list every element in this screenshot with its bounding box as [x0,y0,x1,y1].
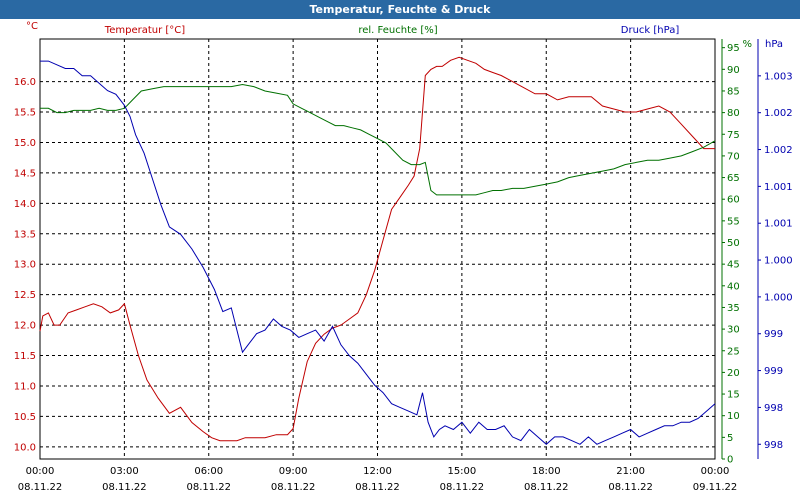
pressure-tick-label: 1.000 [764,292,793,303]
temperature-tick-label: 14.5 [14,168,36,179]
x-tick-date-label: 08.11.22 [440,482,485,493]
x-tick-time-label: 00:00 [26,466,55,477]
temperature-axis-title: Temperatur [°C] [104,25,185,36]
x-tick-time-label: 06:00 [194,466,223,477]
pressure-axis-title: Druck [hPa] [621,25,680,36]
temperature-tick-label: 14.0 [14,199,36,210]
pressure-unit-label: hPa [765,39,783,50]
pressure-tick-label: 1.002 [764,108,793,119]
humidity-axis-title: rel. Feuchte [%] [358,25,437,36]
x-tick-time-label: 09:00 [279,466,308,477]
humidity-tick-label: 70 [727,151,740,162]
temperature-tick-label: 11.5 [14,351,36,362]
humidity-tick-label: 15 [727,390,740,401]
humidity-tick-label: 65 [727,173,740,184]
humidity-tick-label: 35 [727,303,740,314]
temperature-tick-label: 13.0 [14,260,36,271]
temperature-tick-label: 15.0 [14,138,36,149]
temperature-tick-label: 10.5 [14,412,36,423]
x-tick-date-label: 08.11.22 [608,482,653,493]
temperature-tick-label: 13.5 [14,229,36,240]
pressure-tick-label: 1.002 [764,145,793,156]
temperature-tick-label: 15.5 [14,108,36,119]
x-tick-date-label: 08.11.22 [524,482,569,493]
series-line-pressure [40,60,716,445]
x-tick-date-label: 08.11.22 [18,482,63,493]
x-tick-date-label: 09.11.22 [693,482,738,493]
temperature-tick-label: 10.0 [14,442,36,453]
pressure-tick-label: 998 [764,440,783,451]
humidity-tick-label: 45 [727,260,740,271]
humidity-tick-label: 40 [727,281,740,292]
humidity-tick-label: 5 [727,433,733,444]
x-tick-date-label: 08.11.22 [102,482,147,493]
temperature-tick-label: 16.0 [14,77,36,88]
temperature-tick-label: 12.0 [14,321,36,332]
window-title: Temperatur, Feuchte & Druck [0,0,800,19]
humidity-tick-label: 30 [727,325,740,336]
humidity-tick-label: 85 [727,86,740,97]
x-tick-time-label: 03:00 [110,466,139,477]
humidity-tick-label: 55 [727,216,740,227]
temperature-tick-label: 11.0 [14,381,36,392]
x-tick-date-label: 08.11.22 [186,482,231,493]
humidity-tick-label: 10 [727,411,740,422]
temperature-tick-label: 12.5 [14,290,36,301]
x-tick-time-label: 18:00 [532,466,561,477]
pressure-tick-label: 999 [764,366,783,377]
x-tick-time-label: 12:00 [363,466,392,477]
pressure-tick-label: 1.003 [764,71,793,82]
x-tick-time-label: 21:00 [616,466,645,477]
series-line-humidity [40,83,716,196]
humidity-tick-label: 95 [727,43,740,54]
humidity-tick-label: 60 [727,195,740,206]
humidity-tick-label: 50 [727,238,740,249]
humidity-tick-label: 20 [727,368,740,379]
x-tick-time-label: 00:00 [701,466,730,477]
pressure-tick-label: 1.000 [764,256,793,267]
humidity-tick-label: 90 [727,65,740,76]
x-tick-date-label: 08.11.22 [271,482,316,493]
pressure-tick-label: 1.001 [764,182,793,193]
series-line-temperature [39,56,715,442]
pressure-tick-label: 998 [764,403,783,414]
x-tick-time-label: 15:00 [447,466,476,477]
pressure-tick-label: 1.001 [764,219,793,230]
x-tick-date-label: 08.11.22 [355,482,400,493]
humidity-tick-label: 80 [727,108,740,119]
humidity-tick-label: 75 [727,130,740,141]
humidity-tick-label: 0 [727,455,733,466]
humidity-tick-label: 25 [727,346,740,357]
chart: 10.0 10.5 11.0 11.5 12.0 12.5 13.0 13.5 14.0 14.5… [14,21,793,493]
pressure-tick-label: 999 [764,329,783,340]
humidity-unit-label: % [742,39,752,50]
temperature-unit-label: °C [26,21,38,32]
